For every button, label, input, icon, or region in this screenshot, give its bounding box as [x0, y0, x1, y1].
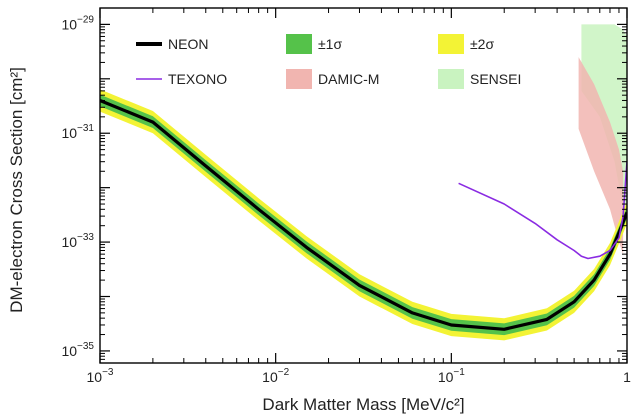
- region-damic-m: [578, 57, 624, 255]
- x-tick-label: 1: [623, 369, 631, 385]
- legend-label-1: ±1σ: [318, 36, 342, 52]
- band-1-sigma: [100, 94, 627, 336]
- series-line-texono: [458, 161, 627, 260]
- band-2-sigma: [100, 89, 627, 341]
- legend-label-damic-m: DAMIC-M: [318, 71, 379, 87]
- legend-label-2: ±2σ: [470, 36, 494, 52]
- legend-swatch-damic-m: [286, 69, 312, 89]
- plot-area: [100, 24, 627, 341]
- axes: 10−3 10−2 10−1 1 10−29 10−31 10−33 10−35: [61, 7, 631, 385]
- legend-label-texono: TEXONO: [168, 71, 227, 87]
- x-tick-label: 10−2: [262, 367, 289, 385]
- x-axis-title: Dark Matter Mass [MeV/c²]: [262, 395, 464, 414]
- x-tick-label: 10−1: [438, 367, 465, 385]
- legend-label-neon: NEON: [168, 36, 208, 52]
- plot-frame: [99, 7, 628, 364]
- y-tick-label: 10−33: [61, 232, 94, 250]
- y-axis-title: DM-electron Cross Section [cm²]: [7, 67, 26, 313]
- legend: NEON ±1σ ±2σ TEXONO DAMIC-M SENSEI: [136, 34, 521, 89]
- legend-swatch-1: [286, 34, 312, 54]
- y-tick-label: 10−31: [61, 123, 94, 141]
- legend-swatch-2: [438, 34, 464, 54]
- y-tick-label: 10−29: [61, 14, 94, 32]
- x-tick-label: 10−3: [87, 367, 114, 385]
- legend-label-sensei: SENSEI: [470, 71, 521, 87]
- series-line-neon: [100, 99, 627, 331]
- legend-swatch-sensei: [438, 69, 464, 89]
- y-tick-label: 10−35: [61, 341, 94, 359]
